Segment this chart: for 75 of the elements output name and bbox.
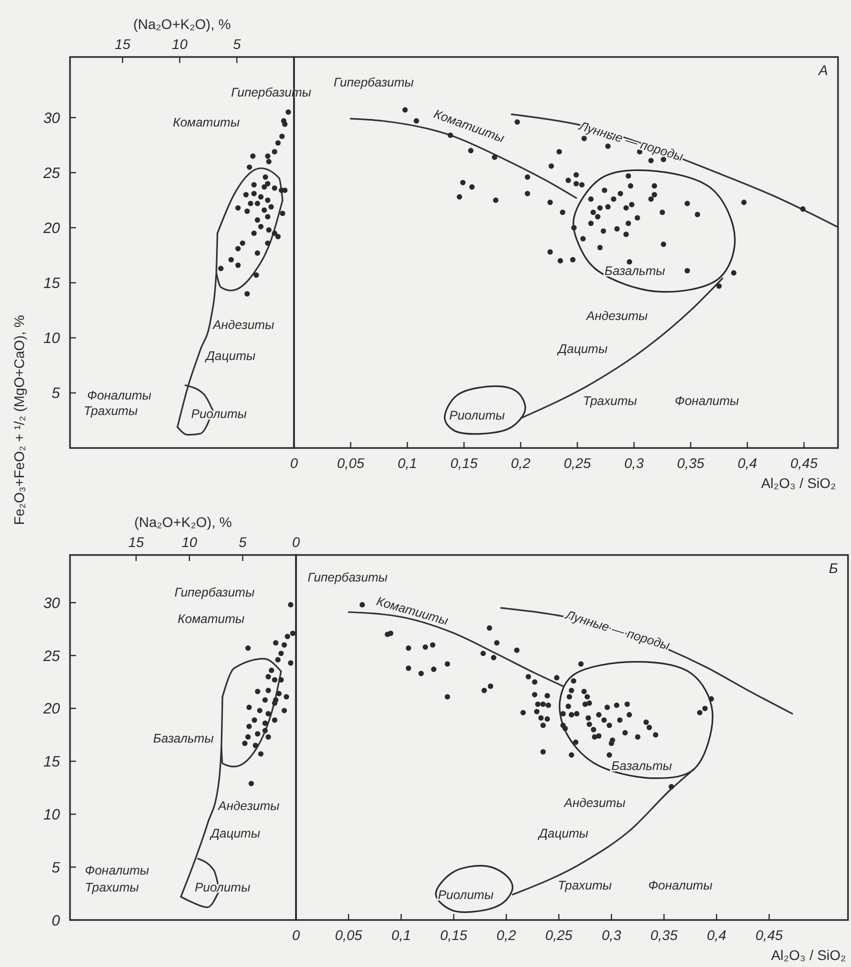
annotation: Лунные — породы (576, 118, 685, 164)
y-tick-label: 5 (52, 859, 61, 876)
x-tick-label: 0 (292, 927, 300, 943)
y-tick-label: 15 (43, 754, 61, 771)
x-tick-label: 0,35 (650, 927, 678, 943)
annotation: Андезиты (563, 796, 626, 810)
x-tick-label: 0,2 (510, 455, 531, 471)
chart-title: Б (828, 560, 838, 576)
x-tick-label: 0,4 (738, 455, 758, 471)
x-tick-label: 0,2 (496, 927, 516, 943)
y-tick-label: 25 (42, 164, 61, 182)
annotation: Фоналиты (648, 878, 712, 892)
annotation: Дациты (204, 348, 256, 363)
x-tick-label: 0 (290, 455, 298, 471)
x-axis-title: Al₂O₃ / SiO₂ (761, 475, 836, 491)
x-tick-label: 10 (182, 534, 198, 550)
annotation: Андезиты (217, 799, 280, 814)
annotation: Трахиты (84, 880, 139, 895)
x-tick-label: 0,15 (450, 455, 478, 471)
y-tick-label: 25 (42, 648, 61, 665)
y-tick-label: 10 (43, 330, 61, 348)
annotation: Риолиты (438, 888, 494, 902)
annotation: Дациты (536, 826, 588, 841)
annotation: Коматиты (172, 115, 240, 130)
y-tick-label: 10 (43, 806, 61, 824)
chart-title: А (818, 62, 828, 78)
x-tick-label: 0,05 (334, 927, 362, 943)
x-axis-title: Al₂O₃ / SiO₂ (771, 947, 846, 963)
x-tick-label: 5 (238, 534, 247, 550)
y-tick-label: 20 (42, 220, 61, 237)
annotation: Фоналиты (674, 394, 740, 408)
x-tick-label: 0,35 (677, 455, 705, 471)
annotation: Гипербазиты (308, 570, 388, 585)
x-tick-label: 10 (172, 36, 188, 52)
x-tick-label: 15 (128, 534, 144, 550)
annotation: Фоналиты (87, 388, 152, 403)
x-tick-label: 0,3 (624, 455, 644, 471)
y-tick-label: 0 (52, 912, 61, 930)
annotation: Дациты (556, 342, 608, 356)
x-tick-label: 0,25 (545, 927, 573, 943)
x-tick-label: 0,1 (391, 927, 411, 943)
x-tick-label: 0,45 (756, 927, 783, 943)
annotation: Дациты (208, 826, 260, 841)
x-tick-label: 0,4 (706, 927, 727, 943)
annotation: Трахиты (84, 404, 138, 418)
x-tick-label: 0,05 (337, 455, 365, 471)
x-tick-label: 15 (114, 36, 131, 52)
annotation: Трахиты (558, 878, 612, 892)
annotation: Базальты (611, 758, 672, 773)
y-tick-label: 30 (43, 594, 61, 612)
annotation: Гипербазиты (174, 585, 255, 600)
annotation: Гипербазиты (334, 76, 414, 90)
annotation: Андезиты (585, 309, 648, 324)
annotation: Коматиты (178, 612, 244, 626)
annotation: Андезиты (212, 318, 274, 332)
annotation: Лунные — породы (563, 608, 672, 653)
x-axis-title: (Na₂O+K₂O), % (134, 514, 232, 530)
y-tick-label: 15 (43, 275, 61, 292)
y-tick-label: 20 (42, 700, 61, 718)
x-tick-label: 5 (232, 36, 241, 52)
x-tick-label: 0,1 (398, 455, 418, 471)
x-tick-label: 0,45 (790, 455, 818, 471)
y-tick-label: 5 (52, 385, 61, 402)
x-tick-label: 0,3 (602, 927, 622, 943)
x-axis-title: (Na₂O+K₂O), % (133, 16, 231, 32)
y-tick-label: 30 (43, 110, 61, 127)
y-axis-title: Fe₂O₃+FeO₂ + ¹/₂ (MgO+CaO), % (11, 315, 27, 525)
x-tick-label: 0,15 (440, 927, 468, 943)
annotation: Фоналиты (84, 864, 150, 878)
x-tick-label: 0,25 (564, 455, 592, 471)
annotation: Базальты (604, 264, 666, 278)
annotation: Трахиты (583, 394, 637, 408)
x-tick-label: 0 (292, 534, 300, 550)
annotation: Риолиты (449, 408, 505, 422)
annotation: Базальты (153, 731, 214, 746)
